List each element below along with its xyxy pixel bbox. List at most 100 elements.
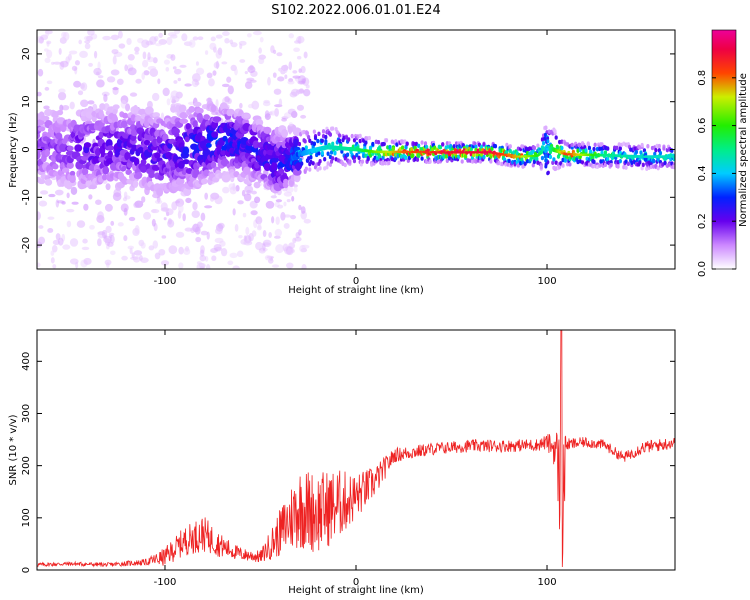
- heatmap-cell: [293, 185, 298, 193]
- heatmap-cell: [249, 64, 254, 71]
- heatmap-cell: [360, 159, 365, 164]
- heatmap-cell: [560, 145, 564, 151]
- heatmap-cell: [81, 246, 90, 251]
- heatmap-cell: [74, 60, 80, 66]
- heatmap-cell: [280, 211, 286, 221]
- heatmap-cell: [489, 159, 493, 164]
- heatmap-cell: [94, 148, 101, 157]
- heatmap-cell: [257, 57, 265, 65]
- heatmap-cell: [242, 166, 251, 175]
- heatmap-cell: [474, 144, 478, 150]
- heatmap-cell: [166, 36, 173, 46]
- heatmap-cell: [672, 164, 675, 170]
- heatmap-cell: [193, 101, 202, 107]
- heatmap-cell: [44, 57, 51, 63]
- heatmap-cell: [195, 61, 199, 66]
- heatmap-cell: [213, 61, 220, 69]
- heatmap-cell: [348, 159, 352, 164]
- heatmap-cell: [143, 211, 152, 220]
- heatmap-cell: [116, 138, 123, 148]
- heatmap-cell: [221, 158, 229, 167]
- heatmap-cell: [123, 235, 128, 242]
- heatmap-cell: [232, 265, 240, 269]
- heatmap-cell: [118, 43, 126, 49]
- heatmap-cell: [546, 139, 550, 144]
- heatmap-cell: [282, 181, 289, 189]
- heatmap-cell: [47, 216, 55, 220]
- heatmap-cell: [223, 174, 232, 180]
- heatmap-cell: [226, 108, 235, 116]
- heatmap-cell: [171, 201, 178, 211]
- heatmap-cell: [663, 160, 667, 166]
- heatmap-cell: [300, 65, 306, 74]
- heatmap-cell: [131, 144, 138, 152]
- heatmap-cell: [45, 30, 50, 37]
- heatmap-cell: [37, 91, 42, 97]
- heatmap-cell: [250, 210, 258, 216]
- heatmap-cell: [73, 80, 82, 88]
- heatmap-cell: [37, 178, 46, 185]
- heatmap-cell: [69, 101, 75, 110]
- heatmap-cell: [44, 86, 50, 91]
- heatmap-cell: [110, 220, 115, 226]
- heatmap-cell: [121, 255, 128, 261]
- heatmap-cell: [139, 257, 149, 263]
- heatmap-cell: [158, 248, 166, 256]
- heatmap-cell: [135, 172, 143, 179]
- heatmap-cell: [508, 148, 512, 154]
- heatmap-cell: [561, 163, 565, 168]
- heatmap-cell: [120, 203, 129, 213]
- heatmap-cell: [151, 218, 156, 227]
- heatmap-cell: [167, 143, 173, 149]
- heatmap-cell: [134, 225, 140, 234]
- heatmap-cell: [239, 43, 243, 50]
- heatmap-cell: [293, 173, 301, 183]
- heatmap-cell: [252, 140, 260, 149]
- heatmap-cell: [321, 129, 326, 134]
- heatmap-cell: [295, 89, 305, 95]
- heatmap-cell: [83, 142, 92, 148]
- heatmap-cell: [188, 106, 196, 113]
- heatmap-cell: [211, 131, 219, 138]
- heatmap-cell: [563, 158, 567, 163]
- heatmap-cell: [566, 142, 570, 147]
- heatmap-cell: [482, 142, 486, 147]
- heatmap-cell: [300, 161, 304, 166]
- heatmap-cell: [304, 145, 308, 150]
- heatmap-cell: [104, 203, 113, 212]
- heatmap-cell: [131, 252, 135, 259]
- heatmap-cell: [129, 92, 138, 97]
- heatmap-cell: [106, 76, 116, 83]
- heatmap-cell: [276, 52, 283, 57]
- snr-ticks: -100 0 100 0 100 200 300 400: [21, 330, 675, 588]
- heatmap-cell: [80, 99, 89, 108]
- heatmap-cell: [653, 151, 657, 157]
- heatmap-cell: [292, 70, 298, 74]
- heatmap-cell: [58, 88, 66, 94]
- heatmap-cell: [51, 61, 55, 65]
- heatmap-cell: [423, 141, 428, 146]
- heatmap-cell: [543, 154, 547, 159]
- heatmap-cell: [640, 166, 644, 171]
- heatmap-cell: [152, 92, 160, 102]
- heatmap-cell: [271, 161, 278, 170]
- heatmap-cell: [179, 112, 189, 119]
- heatmap-cell: [188, 39, 196, 48]
- spectrogram-ylabel: Frequency (Hz): [8, 112, 19, 188]
- heatmap-cell: [323, 157, 327, 162]
- heatmap-cell: [244, 71, 248, 75]
- heatmap-cell: [609, 162, 613, 168]
- heatmap-cell: [84, 43, 91, 50]
- heatmap-cell: [606, 157, 610, 162]
- heatmap-cell: [83, 257, 92, 265]
- heatmap-cell: [193, 168, 200, 178]
- heatmap-cell: [107, 241, 114, 247]
- heatmap-cell: [182, 213, 186, 222]
- heatmap-cell: [654, 163, 658, 169]
- heatmap-cell: [307, 135, 311, 140]
- heatmap-cell: [358, 133, 362, 139]
- heatmap-cell: [293, 138, 299, 147]
- heatmap-cell: [68, 50, 78, 55]
- heatmap-cell: [101, 229, 108, 239]
- x-tick-label: 100: [537, 276, 556, 287]
